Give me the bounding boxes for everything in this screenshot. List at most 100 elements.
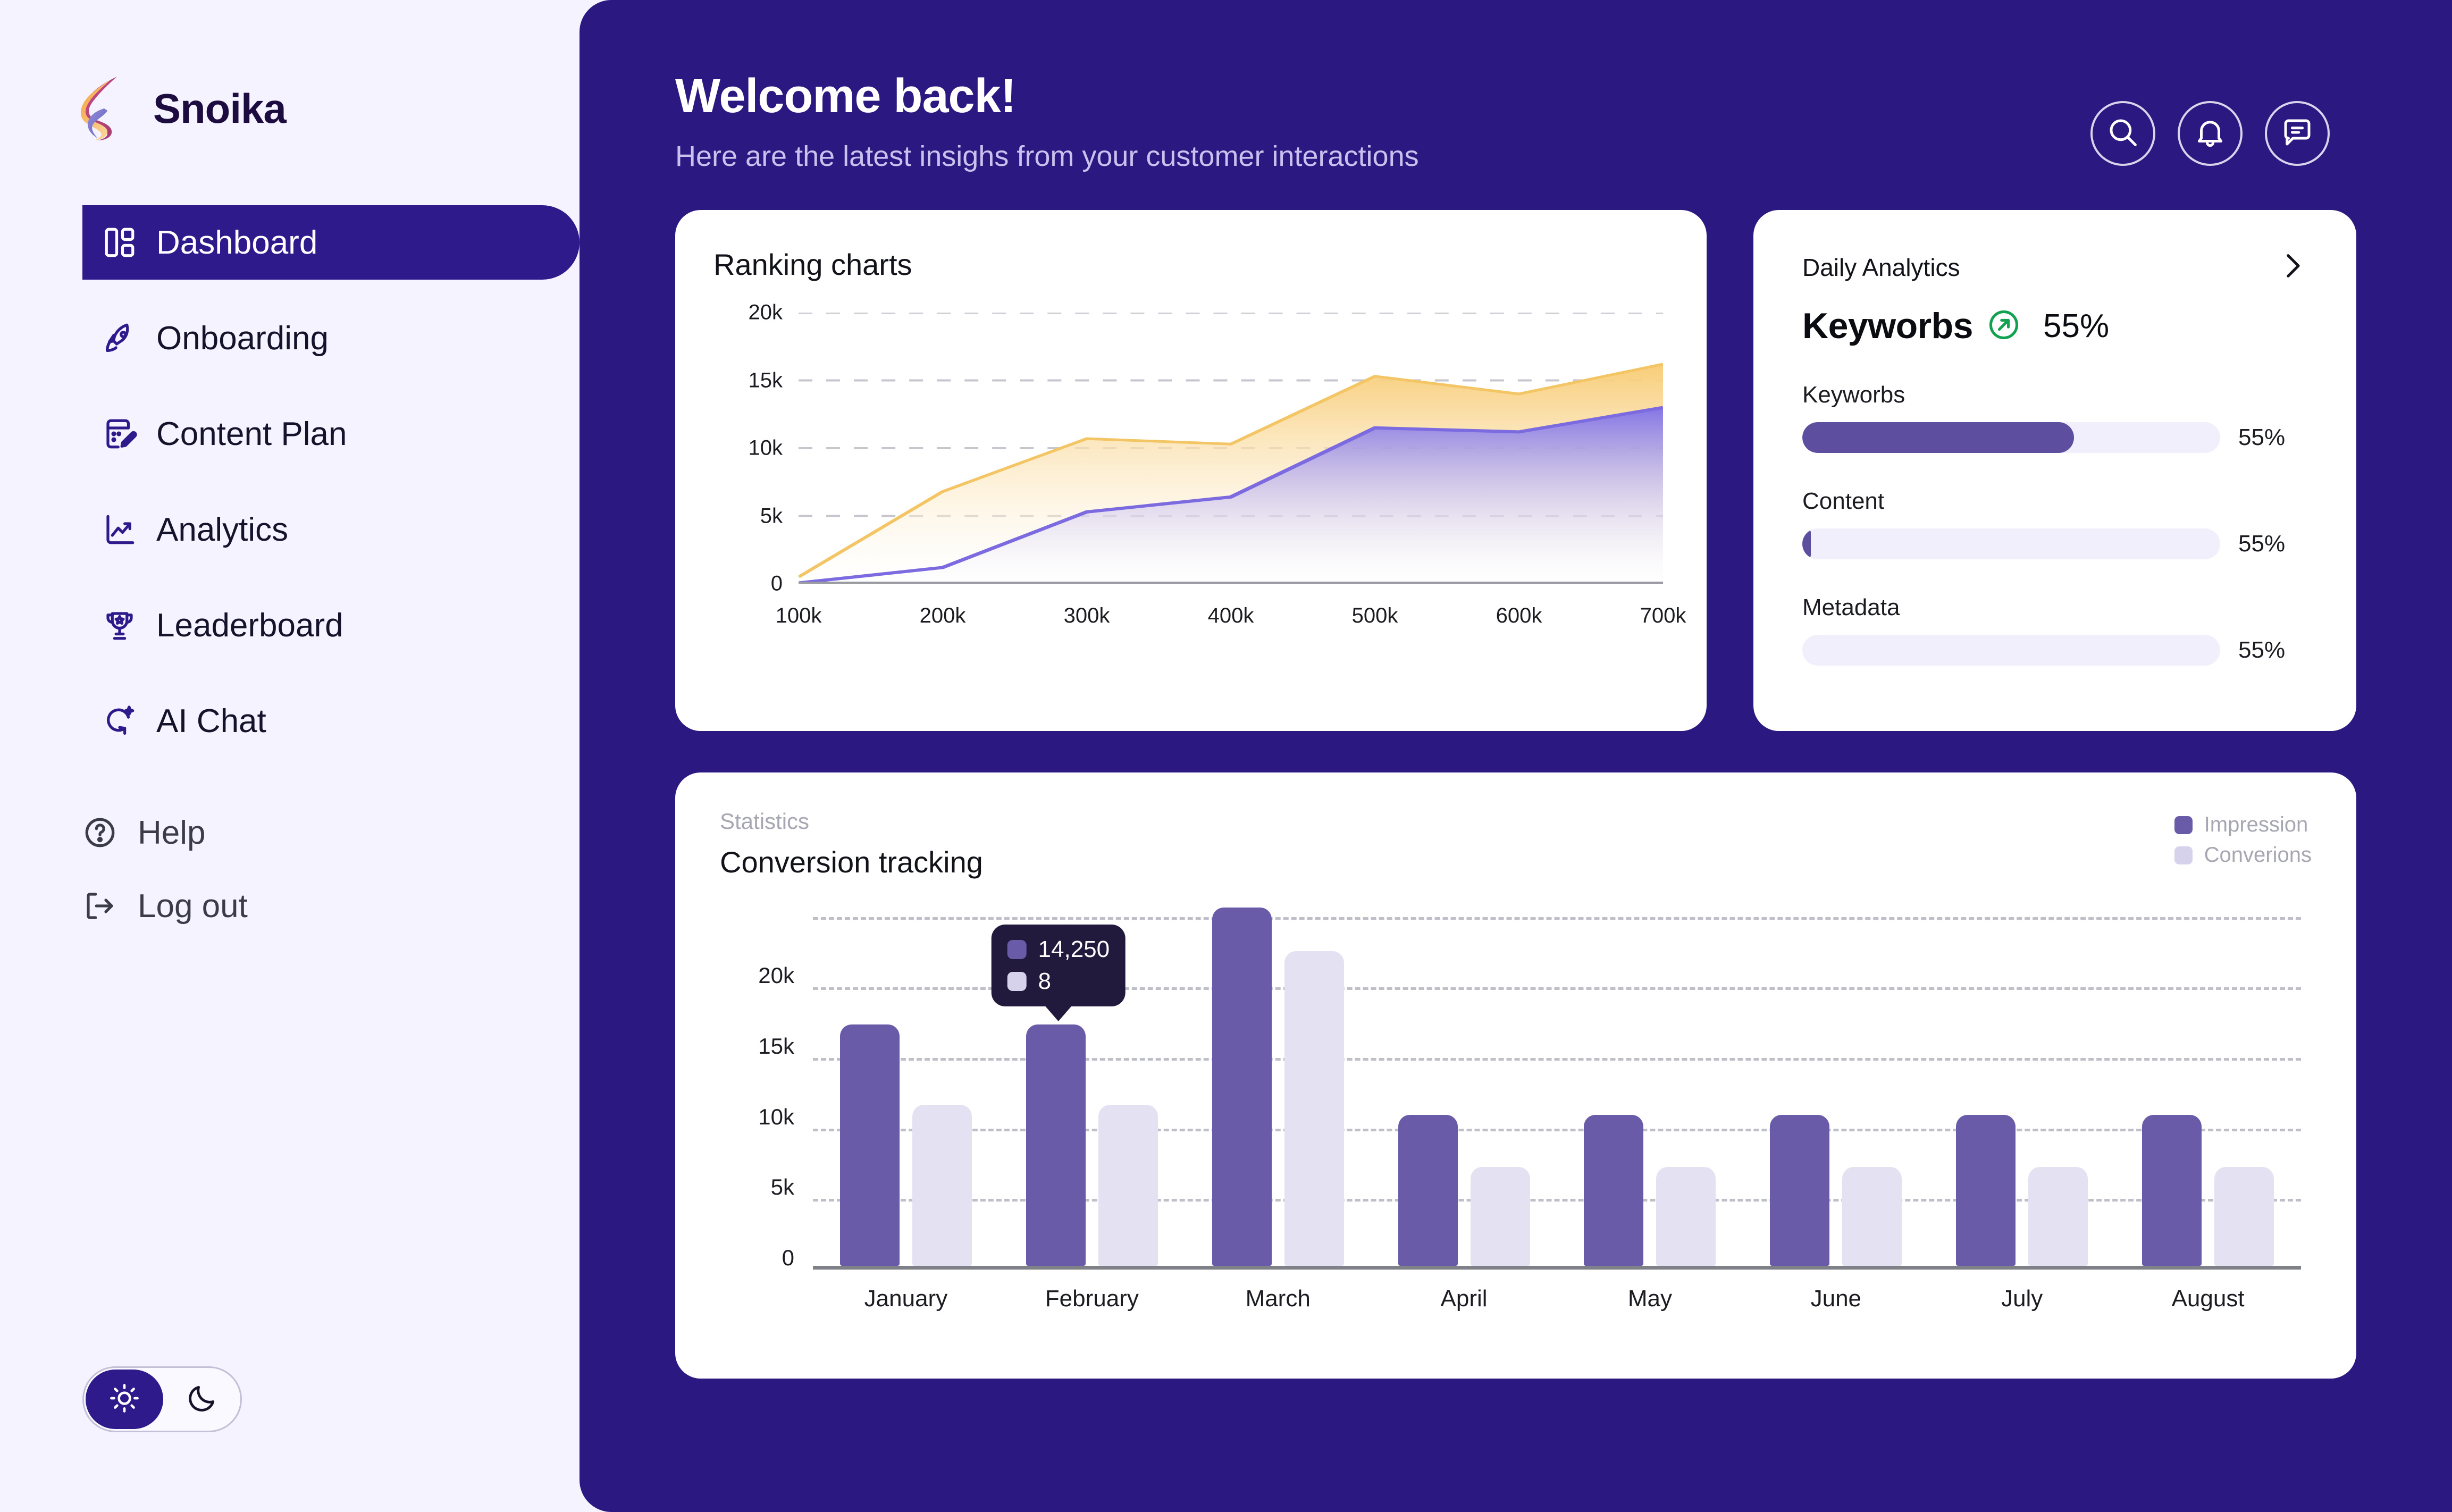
rocket-icon [102,321,137,356]
bar-group[interactable] [999,903,1185,1266]
theme-toggle-light-knob[interactable] [86,1370,163,1429]
sidebar-item-onboarding[interactable]: Onboarding [0,301,580,375]
brand-name: Snoika [153,85,287,132]
messages-button[interactable] [2265,101,2330,166]
legend-label: Impression [2204,813,2308,836]
metric-progress-fill [1802,422,2074,453]
daily-analytics-kpi: Keyworbs 55% [1802,305,2307,347]
area-x-tick: 600k [1496,604,1542,627]
bar-impression[interactable] [1398,1115,1458,1266]
help-circle-icon [82,815,117,850]
conversion-title: Conversion tracking [720,845,983,879]
chart-legend: Impression Converions [2174,813,2312,867]
bar-x-tick: June [1810,1286,1862,1312]
bar-conversion[interactable] [1098,1105,1158,1266]
sidebar-nav: Dashboard Onboarding [0,205,580,938]
metric-value: 55% [2238,424,2286,450]
daily-analytics-header: Daily Analytics [1802,250,2307,284]
bar-conversion[interactable] [1656,1167,1716,1266]
bar-impression[interactable] [1956,1115,2016,1266]
bar-x-tick: July [2001,1286,2043,1312]
bar-y-tick: 15k [758,1033,794,1059]
tooltip-conversion-value: 8 [1038,968,1052,995]
sidebar-item-label: Dashboard [156,224,318,261]
bar-group[interactable] [1557,903,1743,1266]
metric-keyworbs: Keyworbs 55% [1802,382,2307,453]
bar-impression[interactable] [1026,1024,1086,1266]
area-x-tick: 500k [1351,604,1398,627]
bar-conversion[interactable] [1470,1167,1530,1266]
legend-item-impression[interactable]: Impression [2174,813,2312,837]
bar-conversion[interactable] [2028,1167,2088,1266]
legend-item-converions[interactable]: Converions [2174,843,2312,867]
area-y-tick: 5k [760,504,783,527]
bar-group[interactable] [1185,903,1371,1266]
chevron-right-icon[interactable] [2277,250,2307,284]
metric-metadata: Metadata 55% [1802,594,2307,666]
bar-gridline [813,1199,2301,1202]
area-chart-plot [797,312,1664,585]
sidebar-item-label: Help [138,814,206,851]
area-chart-x-axis: 100k 200k 300k 400k 500k 600k 700k [776,604,1686,636]
tooltip-impression-value: 14,250 [1038,936,1110,963]
bar-group[interactable] [813,903,999,1266]
ranking-card-title: Ranking charts [713,248,912,281]
theme-toggle-dark-knob[interactable] [163,1382,240,1417]
daily-analytics-card: Daily Analytics Keyworbs [1753,210,2356,731]
sidebar-item-ai-chat[interactable]: AI Chat [0,684,580,758]
chart-line-up-icon [102,512,137,547]
welcome-block: Welcome back! Here are the latest insigh… [675,69,1419,173]
sidebar-item-content-plan[interactable]: Content Plan [0,397,580,471]
area-x-tick: 400k [1207,604,1254,627]
metric-label: Content [1802,488,1885,514]
bar-impression[interactable] [1584,1115,1644,1266]
bar-conversion[interactable] [912,1105,972,1266]
logout-icon [82,888,117,923]
bar-impression[interactable] [1212,907,1272,1266]
trophy-icon [102,608,137,643]
conversion-header: Statistics Conversion tracking Impressio… [720,809,2312,879]
topbar: Welcome back! Here are the latest insigh… [580,0,2452,173]
metric-content: Content 55% [1802,488,2307,559]
sidebar-item-dashboard[interactable]: Dashboard [82,205,580,280]
sidebar: Snoika Dashboard [0,0,580,1512]
bar-x-tick: April [1440,1286,1488,1312]
bar-group[interactable] [2115,903,2301,1266]
notifications-button[interactable] [2178,101,2243,166]
area-x-tick: 300k [1063,604,1110,627]
metric-label: Metadata [1802,594,1900,620]
sidebar-item-analytics[interactable]: Analytics [0,492,580,567]
sidebar-item-help[interactable]: Help [0,801,580,864]
bar-group[interactable] [1929,903,2115,1266]
moon-icon [186,1382,219,1417]
bar-chart-plot: 14,250 8 [813,903,2301,1270]
bar-impression[interactable] [1770,1115,1830,1266]
sidebar-secondary-nav: Help Log out [0,801,580,938]
ranking-charts-card: Ranking charts 0 5k 10k 15k 20k [675,210,1707,731]
area-x-tick: 100k [775,604,822,627]
bar-conversion[interactable] [1284,951,1344,1266]
bar-group[interactable] [1371,903,1557,1266]
bar-impression[interactable] [2142,1115,2202,1266]
bar-conversion[interactable] [2214,1167,2274,1266]
bar-chart-y-axis: 0 5k 10k 15k 20k [720,903,794,1270]
sidebar-item-leaderboard[interactable]: Leaderboard [0,588,580,662]
conversion-tracking-card: Statistics Conversion tracking Impressio… [675,772,2356,1379]
area-chart: 0 5k 10k 15k 20k [713,301,1686,653]
bar-x-tick: March [1245,1286,1311,1312]
search-icon [2105,115,2140,153]
bar-group[interactable] [1743,903,1929,1266]
metric-label: Keyworbs [1802,382,1905,408]
theme-toggle[interactable] [82,1366,242,1432]
bar-conversion[interactable] [1842,1167,1902,1266]
brand: Snoika [0,0,580,142]
bar-x-tick: August [2171,1286,2245,1312]
arrow-up-right-circle-icon [1987,308,2021,345]
bar-impression[interactable] [839,1024,900,1266]
bar-gridline [813,917,2301,920]
bar-x-tick: February [1045,1286,1139,1312]
sidebar-item-logout[interactable]: Log out [0,874,580,938]
search-button[interactable] [2090,101,2155,166]
area-chart-y-axis: 0 5k 10k 15k 20k [713,301,783,595]
